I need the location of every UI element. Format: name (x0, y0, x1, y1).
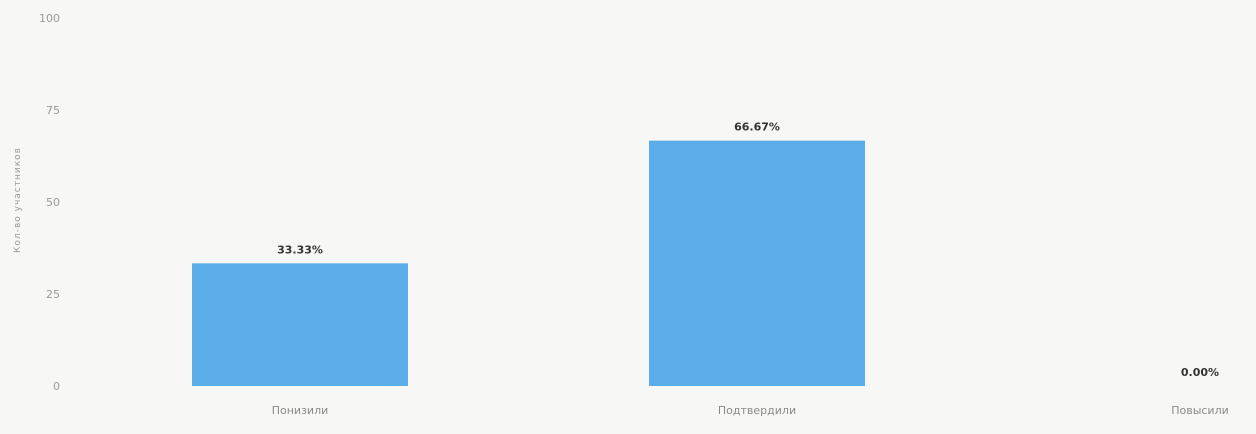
y-axis-title: Кол-во участников (13, 147, 23, 253)
bars-group (192, 140, 865, 386)
y-tick-label: 0 (53, 380, 60, 393)
data-labels-group: 33.33% 66.67% 0.00% (277, 121, 1219, 379)
y-tick-label: 100 (39, 12, 60, 25)
y-axis: 0 25 50 75 100 (39, 12, 60, 393)
data-label: 66.67% (734, 121, 780, 134)
x-tick-label: Подтвердили (718, 404, 796, 417)
data-label: 33.33% (277, 243, 323, 256)
data-label: 0.00% (1181, 366, 1219, 379)
bar[interactable] (649, 140, 865, 386)
bar[interactable] (192, 263, 408, 386)
y-tick-label: 75 (46, 104, 60, 117)
y-tick-label: 50 (46, 196, 60, 209)
x-tick-label: Понизили (272, 404, 329, 417)
category-labels-group: Понизили Подтвердили Повысили (272, 404, 1229, 417)
y-tick-label: 25 (46, 288, 60, 301)
x-tick-label: Повысили (1171, 404, 1229, 417)
